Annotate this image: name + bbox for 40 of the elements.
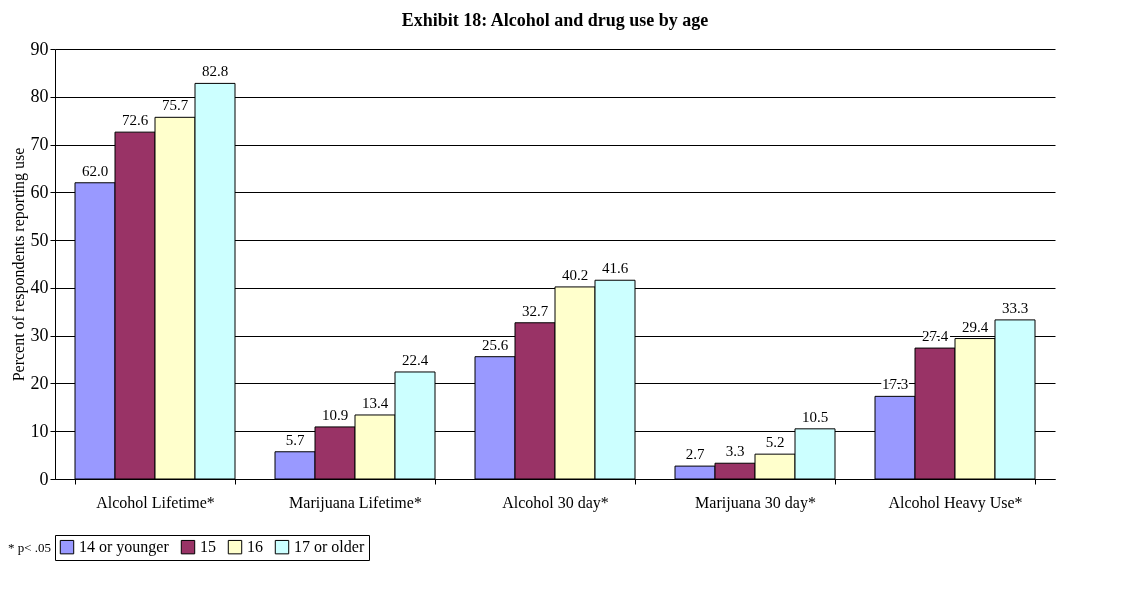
data-label: 32.7: [521, 302, 549, 319]
x-tick-label: Alcohol Heavy Use*: [888, 493, 1023, 512]
data-label: 72.6: [121, 112, 149, 129]
x-tick-label: Alcohol Lifetime*: [96, 493, 215, 511]
data-label: 10.9: [321, 406, 349, 423]
x-tick-label: Marijuana Lifetime*: [289, 493, 422, 512]
chart-title: Exhibit 18: Alcohol and drug use by age: [401, 10, 709, 30]
y-tick-label: 40: [30, 277, 49, 298]
data-label: 75.7: [161, 97, 189, 114]
data-label: 22.4: [401, 351, 429, 368]
data-label: 40.2: [561, 266, 589, 283]
y-tick-label: 90: [30, 38, 49, 59]
data-label: 2.7: [685, 446, 705, 463]
data-label: 5.2: [765, 434, 785, 451]
data-label: 41.6: [601, 260, 629, 277]
data-label: 29.4: [961, 318, 989, 335]
y-tick-label: 10: [30, 420, 49, 441]
y-tick-label: 80: [30, 86, 49, 107]
data-label: 3.3: [725, 443, 745, 460]
legend-label: 15: [200, 538, 216, 556]
y-tick-label: 60: [30, 181, 49, 202]
data-label: 62.0: [81, 162, 109, 179]
data-label: 5.7: [285, 431, 305, 448]
data-label: 82.8: [201, 63, 229, 80]
legend-label: 16: [247, 538, 263, 556]
x-tick-label: Marijuana 30 day*: [695, 493, 816, 512]
y-tick-label: 0: [39, 468, 49, 489]
y-tick-label: 30: [30, 325, 49, 346]
y-tick-label: 20: [30, 372, 49, 393]
text: * p< .05: [8, 540, 52, 556]
data-label: 13.4: [361, 394, 389, 411]
data-label: 25.6: [481, 336, 509, 353]
y-tick-label: 70: [30, 134, 49, 155]
legend-label: 14 or younger: [79, 538, 170, 557]
legend-label: 17 or older: [294, 538, 365, 556]
data-label: 10.5: [801, 408, 829, 425]
data-label: 33.3: [1001, 299, 1029, 316]
y-tick-label: 50: [30, 229, 49, 250]
y-axis-title: Percent of respondents reporting use: [9, 147, 28, 382]
x-tick-label: Alcohol 30 day*: [502, 493, 609, 512]
